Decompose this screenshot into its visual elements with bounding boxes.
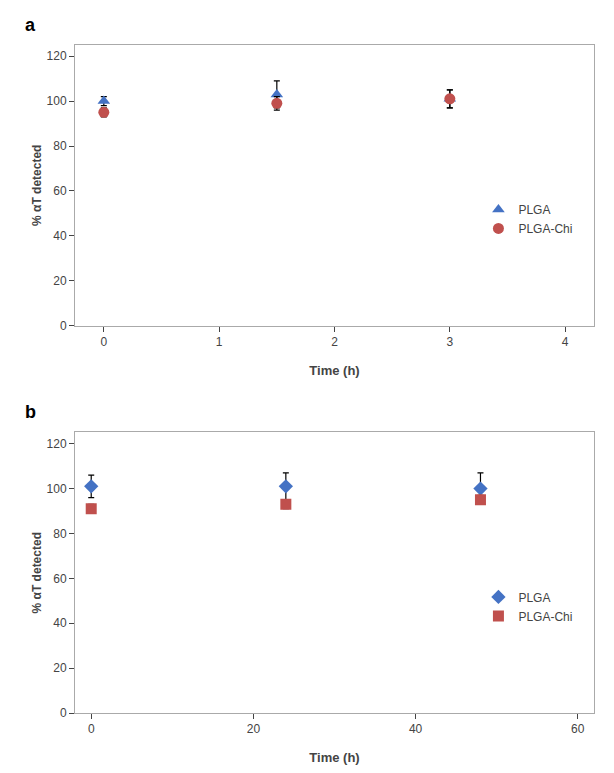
svg-text:0: 0 xyxy=(60,706,67,720)
svg-text:60: 60 xyxy=(53,184,67,198)
svg-text:40: 40 xyxy=(53,229,67,243)
svg-text:2: 2 xyxy=(331,335,338,349)
svg-text:% αT detected: % αT detected xyxy=(30,145,44,226)
svg-text:100: 100 xyxy=(47,94,67,108)
svg-text:80: 80 xyxy=(53,139,67,153)
svg-text:20: 20 xyxy=(53,661,67,675)
svg-text:60: 60 xyxy=(571,722,585,736)
svg-text:20: 20 xyxy=(53,274,67,288)
svg-text:20: 20 xyxy=(247,722,261,736)
svg-text:1: 1 xyxy=(216,335,223,349)
svg-text:% αT detected: % αT detected xyxy=(30,532,44,613)
svg-text:120: 120 xyxy=(47,437,67,451)
svg-text:b: b xyxy=(25,402,36,422)
svg-text:120: 120 xyxy=(47,49,67,63)
svg-text:PLGA: PLGA xyxy=(518,591,550,605)
svg-text:PLGA-Chi: PLGA-Chi xyxy=(518,222,572,236)
svg-text:100: 100 xyxy=(47,482,67,496)
svg-text:40: 40 xyxy=(53,616,67,630)
svg-text:60: 60 xyxy=(53,572,67,586)
svg-text:0: 0 xyxy=(100,335,107,349)
svg-text:a: a xyxy=(25,15,36,35)
svg-text:Time (h): Time (h) xyxy=(309,363,359,378)
svg-text:0: 0 xyxy=(88,722,95,736)
svg-text:Time (h): Time (h) xyxy=(309,750,359,765)
svg-text:4: 4 xyxy=(562,335,569,349)
svg-text:80: 80 xyxy=(53,527,67,541)
svg-text:PLGA-Chi: PLGA-Chi xyxy=(518,610,572,624)
svg-text:40: 40 xyxy=(409,722,423,736)
svg-text:PLGA: PLGA xyxy=(518,203,550,217)
svg-text:3: 3 xyxy=(446,335,453,349)
svg-text:0: 0 xyxy=(60,319,67,333)
